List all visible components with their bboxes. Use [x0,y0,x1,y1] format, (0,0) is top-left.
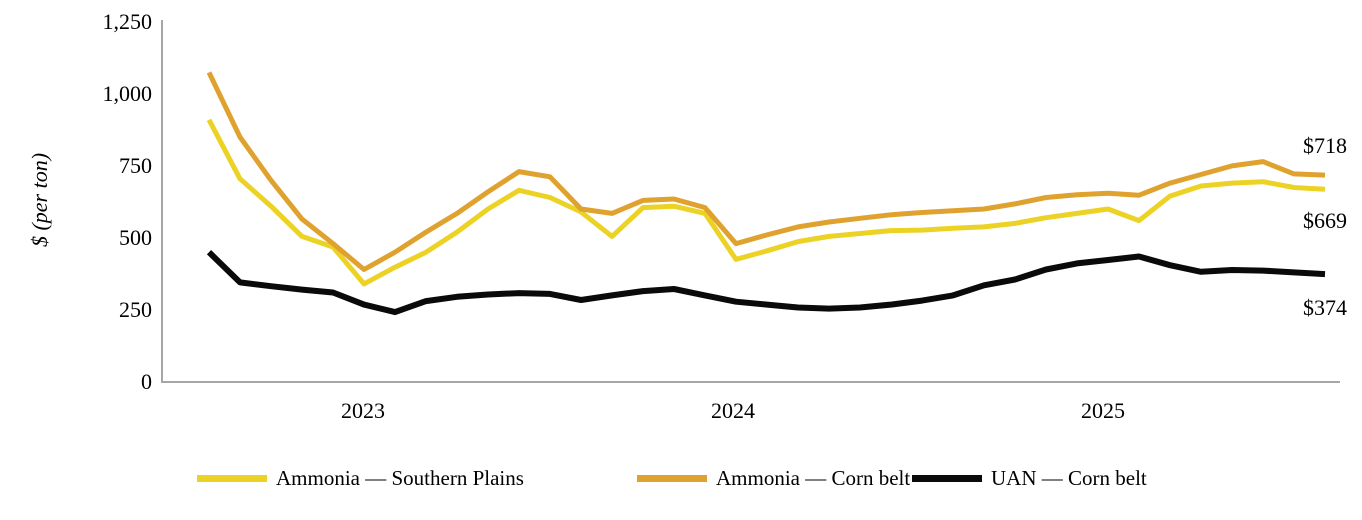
x-tick-2025: 2025 [1081,398,1125,423]
legend-swatch-uan-corn-belt-icon [912,474,982,482]
legend-label-ammonia-southern-plains: Ammonia — Southern Plains [276,466,524,490]
end-label-uan-corn-belt: $374 [1303,295,1347,320]
series-line-ammonia-corn-belt [206,71,1326,272]
y-tick-250: 250 [119,297,152,322]
series-line-uan-corn-belt [206,250,1326,316]
legend-label-uan-corn-belt: UAN — Corn belt [991,466,1147,490]
end-label-ammonia-southern-plains: $669 [1303,208,1347,233]
legend-item-uan-corn-belt: UAN — Corn belt [912,466,1147,490]
legend-item-ammonia-southern-plains: Ammonia — Southern Plains [197,466,524,490]
y-tick-500: 500 [119,225,152,250]
x-tick-2024: 2024 [711,398,755,423]
legend-label-ammonia-corn-belt: Ammonia — Corn belt [716,466,911,490]
series-line-ammonia-southern-plains [206,118,1326,287]
x-tick-2023: 2023 [341,398,385,423]
y-tick-0: 0 [141,369,152,394]
end-label-ammonia-corn-belt: $718 [1303,133,1347,158]
y-tick-1250: 1,250 [102,9,153,34]
y-tick-750: 750 [119,153,152,178]
legend-swatch-ammonia-southern-plains-icon [197,474,267,482]
legend-swatch-ammonia-corn-belt-icon [637,474,707,482]
legend-item-ammonia-corn-belt: Ammonia — Corn belt [637,466,911,490]
y-tick-1000: 1,000 [102,81,153,106]
y-axis-title: $ (per ton) [27,152,52,248]
